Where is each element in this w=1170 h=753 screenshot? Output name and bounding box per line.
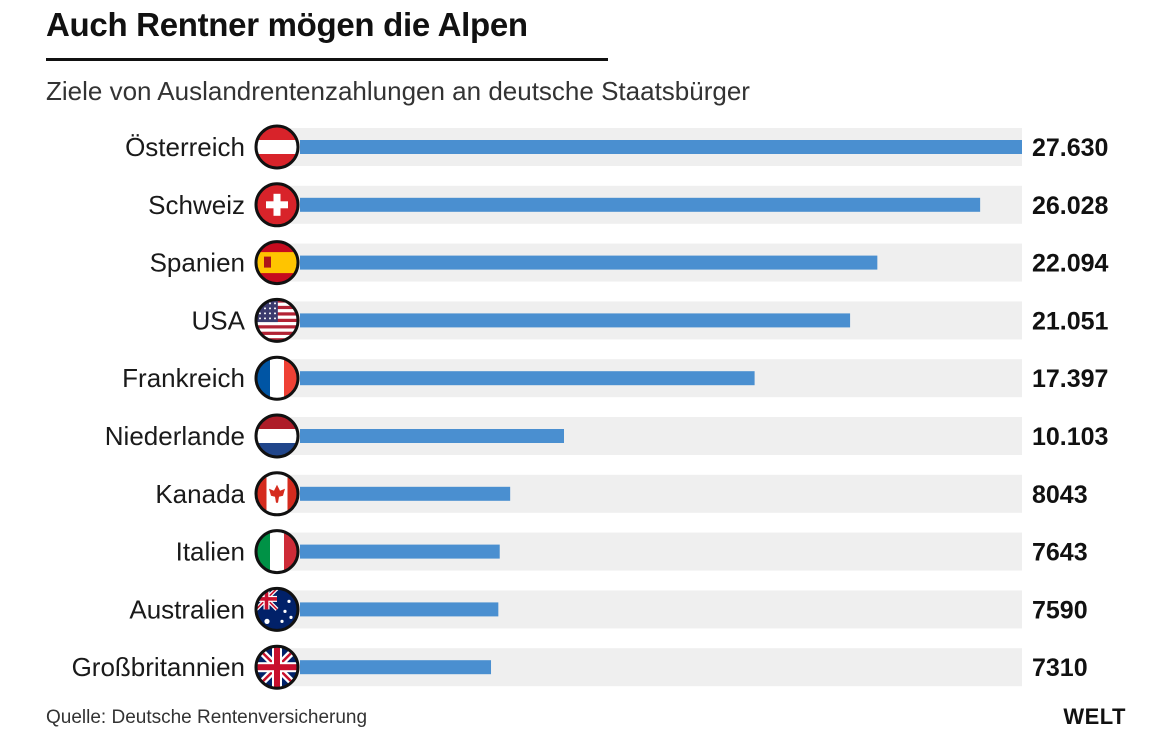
bar	[300, 140, 1022, 154]
france-flag-icon	[254, 355, 300, 401]
bar	[300, 486, 511, 501]
chart-subtitle: Ziele von Auslandrentenzahlungen an deut…	[46, 76, 750, 106]
value-label: 7643	[1032, 539, 1088, 567]
bar-row: Australien 7590	[129, 586, 1088, 632]
value-label: 7590	[1032, 596, 1088, 624]
bar	[300, 544, 500, 559]
value-label: 8043	[1032, 481, 1088, 509]
bar	[300, 255, 878, 270]
austria-flag-icon	[254, 124, 300, 170]
bar-row: Schweiz 26.028	[148, 182, 1109, 228]
bar	[300, 197, 981, 212]
value-label: 21.051	[1032, 307, 1109, 335]
source-note: Quelle: Deutsche Rentenversicherung	[46, 707, 368, 728]
switzerland-flag-icon	[254, 182, 300, 228]
italy-flag-icon	[254, 529, 300, 575]
value-label: 10.103	[1032, 423, 1108, 451]
bar-row: Kanada 8043	[155, 471, 1088, 517]
brand-logo: WELT	[1063, 704, 1126, 729]
bar	[300, 313, 851, 328]
bar-row: USA 21.051	[192, 297, 1109, 343]
bar	[300, 429, 565, 443]
uk-flag-icon	[254, 644, 300, 690]
bar-row: Frankreich 17.397	[122, 355, 1108, 401]
bar-row: Niederlande 10.103	[105, 413, 1108, 459]
category-label: Großbritannien	[72, 652, 245, 682]
category-label: Italien	[176, 537, 245, 567]
category-label: Frankreich	[122, 363, 245, 393]
category-label: Spanien	[150, 248, 245, 278]
value-label: 17.397	[1032, 365, 1108, 393]
canada-flag-icon	[254, 471, 300, 517]
netherlands-flag-icon	[254, 413, 300, 459]
chart-title: Auch Rentner mögen die Alpen	[46, 6, 528, 43]
bar	[300, 660, 492, 675]
value-label: 27.630	[1032, 134, 1108, 162]
value-label: 26.028	[1032, 192, 1109, 220]
category-label: Schweiz	[148, 190, 245, 220]
value-label: 7310	[1032, 654, 1088, 682]
category-label: Niederlande	[105, 421, 245, 451]
spain-flag-icon	[254, 240, 300, 286]
bar	[300, 602, 499, 617]
bar-chart: Österreich 27.630 Schweiz 26.028 Spanien 22.0…	[72, 124, 1109, 690]
bar-row: Spanien 22.094	[150, 240, 1109, 286]
usa-flag-icon	[254, 297, 300, 343]
bar-row: Österreich 27.630	[125, 124, 1108, 170]
bar	[300, 371, 755, 386]
category-label: Kanada	[155, 479, 245, 509]
bar-row: Italien 7643	[176, 529, 1088, 575]
bar-row: Großbritannien 7310	[72, 644, 1088, 690]
category-label: Australien	[129, 594, 245, 624]
title-underline	[46, 58, 608, 61]
australia-flag-icon	[254, 586, 300, 632]
category-label: Österreich	[125, 132, 245, 162]
category-label: USA	[192, 305, 246, 335]
value-label: 22.094	[1032, 250, 1109, 278]
